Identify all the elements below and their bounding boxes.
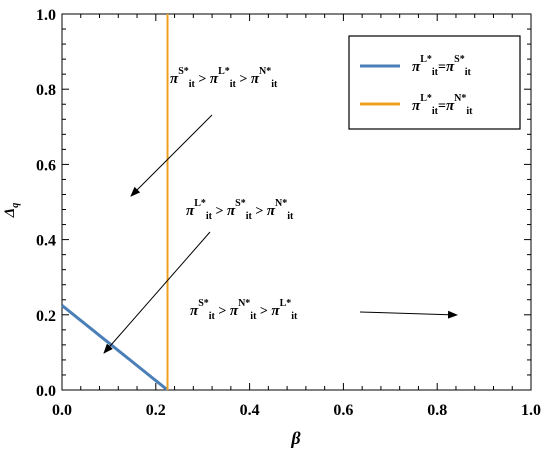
legend-label-2: πL*it=πN*it [412, 93, 473, 117]
x-tick-label: 0.8 [427, 402, 447, 419]
annotation-arrow-1 [130, 114, 213, 197]
annotation-3: πS*it > πN*it > πL*it [190, 298, 298, 322]
y-tick-label: 1.0 [36, 7, 56, 24]
legend: πL*it=πS*it πL*it=πN*it [348, 35, 521, 130]
y-tick-label: 0.8 [36, 82, 56, 99]
y-axis-title-base: Δ [2, 208, 18, 218]
y-tick-label: 0.0 [36, 383, 56, 400]
annotation-2: πL*it > πS*it > πN*it [186, 198, 294, 222]
y-axis-title: Δq [2, 203, 21, 218]
x-axis-title: β [290, 428, 301, 448]
y-axis-title-sub: q [10, 203, 21, 208]
x-tick-label: 0.2 [146, 402, 166, 419]
x-tick-label: 0.0 [52, 402, 72, 419]
y-tick-label: 0.4 [36, 233, 56, 250]
plot-frame [61, 13, 532, 391]
y-tick-label: 0.6 [36, 157, 56, 174]
annotation-1: πS*it > πL*it > πN*it [170, 66, 278, 90]
axis-ticks: 0.0 0.2 0.4 0.6 0.8 1.0 0.0 0.2 0.4 0.6 0.8 1.0 [36, 7, 541, 419]
y-tick-label: 0.2 [36, 308, 56, 325]
series-layer [61, 14, 169, 392]
annotation-arrow-2 [103, 231, 211, 354]
series-line-1 [61, 304, 169, 392]
x-tick-label: 1.0 [521, 402, 541, 419]
x-tick-label: 0.4 [240, 402, 260, 419]
legend-box [348, 35, 521, 130]
x-tick-label: 0.6 [333, 402, 353, 419]
annotation-arrow-3 [359, 310, 458, 319]
legend-label-1: πL*it=πS*it [412, 54, 472, 78]
